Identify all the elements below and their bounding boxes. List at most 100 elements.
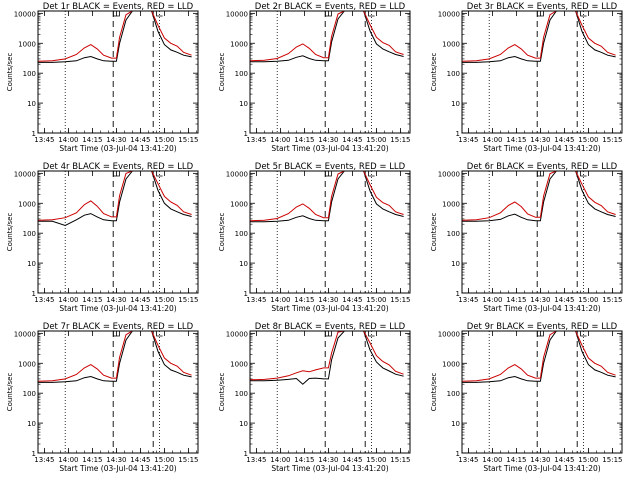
y-tick-label: 1 [456, 130, 460, 138]
chart-panel: Det 6r BLACK = Events, RED = LLD 1 10 100 10… [430, 162, 623, 313]
x-tick-label: 14:30 [106, 456, 126, 464]
y-tick-label: 10 [451, 260, 460, 268]
chart-title: Det 5r BLACK = Events, RED = LLD [255, 162, 406, 172]
x-tick-label: 14:15 [294, 456, 314, 464]
lld-series-line [38, 331, 192, 382]
y-tick-label: 100 [235, 70, 248, 78]
x-tick-label: 14:30 [530, 296, 550, 304]
y-tick-label: 100 [23, 390, 36, 398]
x-tick-label: 13:45 [458, 136, 478, 144]
x-tick-label: 14:00 [270, 136, 290, 144]
chart-panel: Det 3r BLACK = Events, RED = LLD 1 10 100 10… [430, 2, 623, 153]
chart-panel: Det 9r BLACK = Events, RED = LLD 1 10 100 10… [430, 322, 623, 473]
state-marker [325, 171, 332, 177]
x-tick-label: 15:15 [390, 456, 410, 464]
y-tick-label: 10000 [226, 170, 248, 178]
plot-frame [37, 170, 199, 294]
y-tick-label: 1000 [230, 40, 248, 48]
chart-title: Det 6r BLACK = Events, RED = LLD [467, 162, 618, 172]
y-tick-label: 1 [32, 130, 36, 138]
x-tick-label: 14:00 [58, 136, 78, 144]
y-tick-label: 1 [32, 450, 36, 458]
x-tick-label: 14:15 [294, 296, 314, 304]
x-axis-label: Start Time (03-Jul-04 13:41:20) [59, 144, 176, 153]
y-axis-label: Counts/sec [430, 373, 438, 412]
x-tick-label: 14:00 [270, 456, 290, 464]
y-tick-label: 1000 [230, 200, 248, 208]
state-marker [325, 11, 332, 17]
x-tick-label: 15:15 [178, 296, 198, 304]
state-marker [156, 11, 163, 17]
chart-title: Det 3r BLACK = Events, RED = LLD [467, 2, 618, 12]
y-tick-label: 100 [235, 230, 248, 238]
lld-series-line [38, 171, 192, 221]
plot-frame [461, 10, 623, 134]
x-tick-label: 15:15 [602, 136, 622, 144]
x-tick-label: 14:00 [58, 296, 78, 304]
x-tick-label: 15:00 [366, 136, 386, 144]
chart-panel: Det 5r BLACK = Events, RED = LLD 1 10 100 10… [218, 162, 411, 313]
x-axis-label: Start Time (03-Jul-04 13:41:20) [59, 304, 176, 313]
x-axis-label: Start Time (03-Jul-04 13:41:20) [59, 464, 176, 473]
chart-title: Det 2r BLACK = Events, RED = LLD [255, 2, 406, 12]
events-series-line [38, 171, 192, 227]
y-tick-label: 100 [23, 70, 36, 78]
lld-series-line [250, 171, 404, 222]
y-axis-label: Counts/sec [6, 53, 14, 92]
x-tick-label: 14:30 [318, 296, 338, 304]
y-tick-label: 100 [447, 70, 460, 78]
y-tick-label: 1000 [442, 200, 460, 208]
x-tick-label: 14:30 [106, 136, 126, 144]
x-tick-label: 13:45 [246, 136, 266, 144]
y-tick-label: 10 [239, 260, 248, 268]
x-tick-label: 14:00 [482, 456, 502, 464]
x-tick-label: 15:15 [602, 296, 622, 304]
y-tick-label: 1000 [18, 360, 36, 368]
x-axis-label: Start Time (03-Jul-04 13:41:20) [483, 144, 600, 153]
y-tick-label: 10 [27, 100, 36, 108]
x-tick-label: 15:00 [154, 456, 174, 464]
events-series-line [250, 171, 404, 223]
y-tick-label: 1 [244, 290, 248, 298]
y-tick-label: 10 [451, 100, 460, 108]
x-tick-label: 14:30 [318, 136, 338, 144]
x-tick-label: 14:30 [530, 456, 550, 464]
plot-frame [461, 330, 623, 454]
x-tick-label: 13:45 [246, 456, 266, 464]
state-marker [368, 331, 375, 337]
y-tick-label: 10000 [226, 330, 248, 338]
x-tick-label: 14:30 [530, 136, 550, 144]
y-tick-label: 1 [456, 290, 460, 298]
x-tick-label: 14:30 [106, 296, 126, 304]
y-axis-label: Counts/sec [218, 213, 226, 252]
y-tick-label: 1000 [18, 200, 36, 208]
x-tick-label: 14:00 [482, 136, 502, 144]
chart-title: Det 8r BLACK = Events, RED = LLD [255, 322, 406, 332]
x-tick-label: 14:15 [506, 296, 526, 304]
y-axis-label: Counts/sec [430, 53, 438, 92]
x-axis-label: Start Time (03-Jul-04 13:41:20) [271, 464, 388, 473]
x-tick-label: 14:15 [82, 456, 102, 464]
chart-panel: Det 4r BLACK = Events, RED = LLD 1 10 100 10… [6, 162, 199, 313]
x-tick-label: 14:00 [270, 296, 290, 304]
x-tick-label: 14:00 [482, 296, 502, 304]
y-tick-label: 1000 [18, 40, 36, 48]
state-marker [325, 331, 332, 337]
x-tick-label: 15:00 [154, 136, 174, 144]
lld-series-line [462, 331, 616, 382]
y-tick-label: 10 [27, 260, 36, 268]
y-tick-label: 1 [244, 450, 248, 458]
plot-frame [249, 330, 411, 454]
x-tick-label: 15:15 [390, 296, 410, 304]
x-axis-label: Start Time (03-Jul-04 13:41:20) [271, 304, 388, 313]
x-tick-label: 15:15 [602, 456, 622, 464]
x-tick-label: 13:45 [458, 296, 478, 304]
state-marker [156, 171, 163, 177]
state-marker [156, 331, 163, 337]
x-tick-label: 14:30 [318, 456, 338, 464]
x-tick-label: 14:00 [58, 456, 78, 464]
y-tick-label: 10 [239, 420, 248, 428]
x-tick-label: 15:00 [154, 296, 174, 304]
x-tick-label: 15:15 [178, 456, 198, 464]
x-tick-label: 13:45 [34, 136, 54, 144]
